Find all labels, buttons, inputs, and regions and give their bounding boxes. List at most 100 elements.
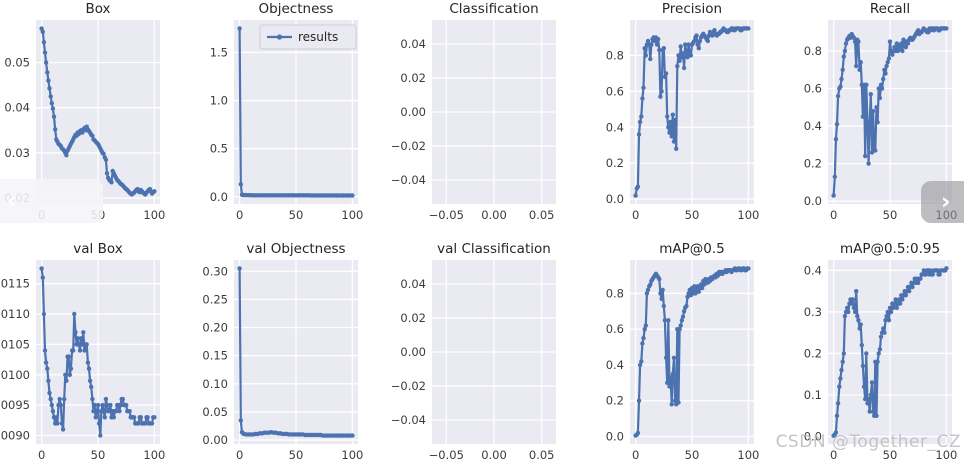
tick-labels: 0.0090 0.0095 0.0100 0.0105 0.0110 0.0115 0 50 1… bbox=[0, 277, 165, 460]
svg-text:0: 0 bbox=[632, 448, 639, 460]
chart-title: Recall bbox=[870, 1, 910, 17]
chart-title: Box bbox=[85, 1, 110, 17]
svg-text:0.2: 0.2 bbox=[804, 157, 822, 171]
legend-label: results bbox=[298, 30, 338, 44]
svg-text:0.15: 0.15 bbox=[202, 349, 228, 363]
svg-text:100: 100 bbox=[143, 448, 165, 460]
tick-labels: −0.04 −0.02 0.00 0.02 0.04 −0.05 0.00 0.05 bbox=[391, 37, 555, 222]
svg-text:0.20: 0.20 bbox=[202, 321, 228, 335]
chart-title: Objectness bbox=[259, 1, 334, 17]
svg-text:0.3: 0.3 bbox=[804, 305, 822, 319]
svg-text:0.0115: 0.0115 bbox=[0, 277, 30, 291]
svg-text:0.03: 0.03 bbox=[4, 146, 30, 160]
svg-text:0.6: 0.6 bbox=[606, 84, 624, 98]
svg-text:100: 100 bbox=[341, 208, 363, 222]
svg-text:0.0: 0.0 bbox=[606, 192, 624, 206]
svg-text:50: 50 bbox=[289, 208, 304, 222]
gridlines bbox=[432, 260, 556, 444]
svg-text:100: 100 bbox=[143, 208, 165, 222]
svg-text:1.5: 1.5 bbox=[210, 45, 228, 59]
chart-title: mAP@0.5:0.95 bbox=[840, 241, 940, 257]
svg-text:0.0090: 0.0090 bbox=[0, 428, 30, 442]
svg-text:0: 0 bbox=[830, 448, 837, 460]
chart-title: Precision bbox=[662, 1, 722, 17]
svg-text:100: 100 bbox=[737, 448, 759, 460]
gridlines bbox=[432, 20, 556, 204]
svg-text:−0.05: −0.05 bbox=[429, 448, 464, 460]
carousel-next-button[interactable]: › bbox=[921, 181, 964, 223]
data-points bbox=[237, 26, 355, 198]
svg-text:0.2: 0.2 bbox=[804, 346, 822, 360]
chevron-right-icon: › bbox=[941, 188, 951, 215]
chart-precision: 0.0 0.2 0.4 0.6 0.8 0 50 100 Precision bbox=[606, 1, 760, 222]
data-points bbox=[237, 266, 355, 438]
svg-text:0.05: 0.05 bbox=[529, 208, 555, 222]
data-points bbox=[633, 26, 751, 198]
svg-text:0.0095: 0.0095 bbox=[0, 398, 30, 412]
svg-text:0: 0 bbox=[236, 208, 243, 222]
svg-text:−0.02: −0.02 bbox=[391, 379, 426, 393]
tick-labels: 0.0 0.2 0.4 0.6 0.8 0 50 100 bbox=[606, 286, 760, 460]
tick-labels: 0.0 0.1 0.2 0.3 0.4 0 50 100 bbox=[804, 263, 958, 460]
svg-text:0.0: 0.0 bbox=[606, 429, 624, 443]
svg-text:0.0100: 0.0100 bbox=[0, 368, 30, 382]
svg-text:100: 100 bbox=[935, 448, 957, 460]
svg-text:0.8: 0.8 bbox=[606, 48, 624, 62]
svg-text:−0.04: −0.04 bbox=[391, 413, 426, 427]
svg-text:0.05: 0.05 bbox=[202, 405, 228, 419]
csdn-watermark: CSDN @Together_CZ bbox=[775, 432, 961, 452]
svg-text:0.04: 0.04 bbox=[400, 277, 426, 291]
chart-title: val Classification bbox=[437, 241, 551, 257]
carousel-prev-button[interactable]: ‹ bbox=[0, 179, 103, 223]
svg-text:0.2: 0.2 bbox=[606, 394, 624, 408]
svg-text:0.5: 0.5 bbox=[210, 142, 228, 156]
tick-labels: 0.0 0.2 0.4 0.6 0.8 0 50 100 bbox=[606, 48, 760, 222]
svg-text:0.04: 0.04 bbox=[400, 37, 426, 51]
svg-text:0.00: 0.00 bbox=[481, 448, 507, 460]
svg-text:0.00: 0.00 bbox=[481, 208, 507, 222]
chart-title: Classification bbox=[449, 1, 538, 17]
svg-text:0.4: 0.4 bbox=[804, 263, 822, 277]
svg-text:100: 100 bbox=[737, 208, 759, 222]
svg-text:0.4: 0.4 bbox=[606, 358, 624, 372]
svg-text:0: 0 bbox=[38, 448, 45, 460]
svg-text:1.0: 1.0 bbox=[210, 94, 228, 108]
svg-text:0.4: 0.4 bbox=[804, 119, 822, 133]
tick-labels: −0.04 −0.02 0.00 0.02 0.04 −0.05 0.00 0.05 bbox=[391, 277, 555, 460]
svg-text:0.0: 0.0 bbox=[804, 194, 822, 208]
svg-text:0.30: 0.30 bbox=[202, 264, 228, 278]
legend: results bbox=[259, 24, 357, 50]
svg-text:50: 50 bbox=[685, 448, 700, 460]
svg-text:0.0: 0.0 bbox=[210, 190, 228, 204]
svg-text:−0.02: −0.02 bbox=[391, 139, 426, 153]
tick-labels: 0.00 0.05 0.10 0.15 0.20 0.25 0.30 0 50 100 bbox=[202, 264, 363, 460]
svg-text:0.05: 0.05 bbox=[529, 448, 555, 460]
svg-text:50: 50 bbox=[91, 448, 106, 460]
svg-text:0: 0 bbox=[830, 208, 837, 222]
svg-text:0.8: 0.8 bbox=[606, 286, 624, 300]
svg-text:0.10: 0.10 bbox=[202, 377, 228, 391]
chart-objectness: 0.0 0.5 1.0 1.5 0 50 100 Objectness results bbox=[210, 1, 364, 222]
svg-text:0.00: 0.00 bbox=[202, 433, 228, 447]
svg-text:−0.04: −0.04 bbox=[391, 173, 426, 187]
tick-labels: 0.0 0.5 1.0 1.5 0 50 100 bbox=[210, 45, 364, 222]
data-points bbox=[39, 266, 157, 438]
chart-val-box: 0.0090 0.0095 0.0100 0.0105 0.0110 0.0115 0 50 1… bbox=[0, 241, 165, 460]
svg-text:50: 50 bbox=[883, 208, 898, 222]
chart-val-objectness: 0.00 0.05 0.10 0.15 0.20 0.25 0.30 0 50 100 val Ob… bbox=[202, 241, 363, 460]
chart-classification: −0.04 −0.02 0.00 0.02 0.04 −0.05 0.00 0.05 Class… bbox=[391, 1, 556, 222]
chart-title: mAP@0.5 bbox=[659, 241, 725, 257]
svg-text:0.0: 0.0 bbox=[804, 430, 822, 444]
svg-text:50: 50 bbox=[289, 448, 304, 460]
svg-text:0.8: 0.8 bbox=[804, 44, 822, 58]
svg-text:0.02: 0.02 bbox=[400, 71, 426, 85]
data-points bbox=[831, 266, 949, 438]
svg-text:0.4: 0.4 bbox=[606, 120, 624, 134]
svg-text:0.6: 0.6 bbox=[804, 82, 822, 96]
svg-text:0.04: 0.04 bbox=[4, 101, 30, 115]
data-points bbox=[633, 266, 751, 438]
chart-map0595: 0.0 0.1 0.2 0.3 0.4 0 50 100 mAP@0.5:0.95 bbox=[804, 241, 958, 460]
svg-text:0.1: 0.1 bbox=[804, 388, 822, 402]
